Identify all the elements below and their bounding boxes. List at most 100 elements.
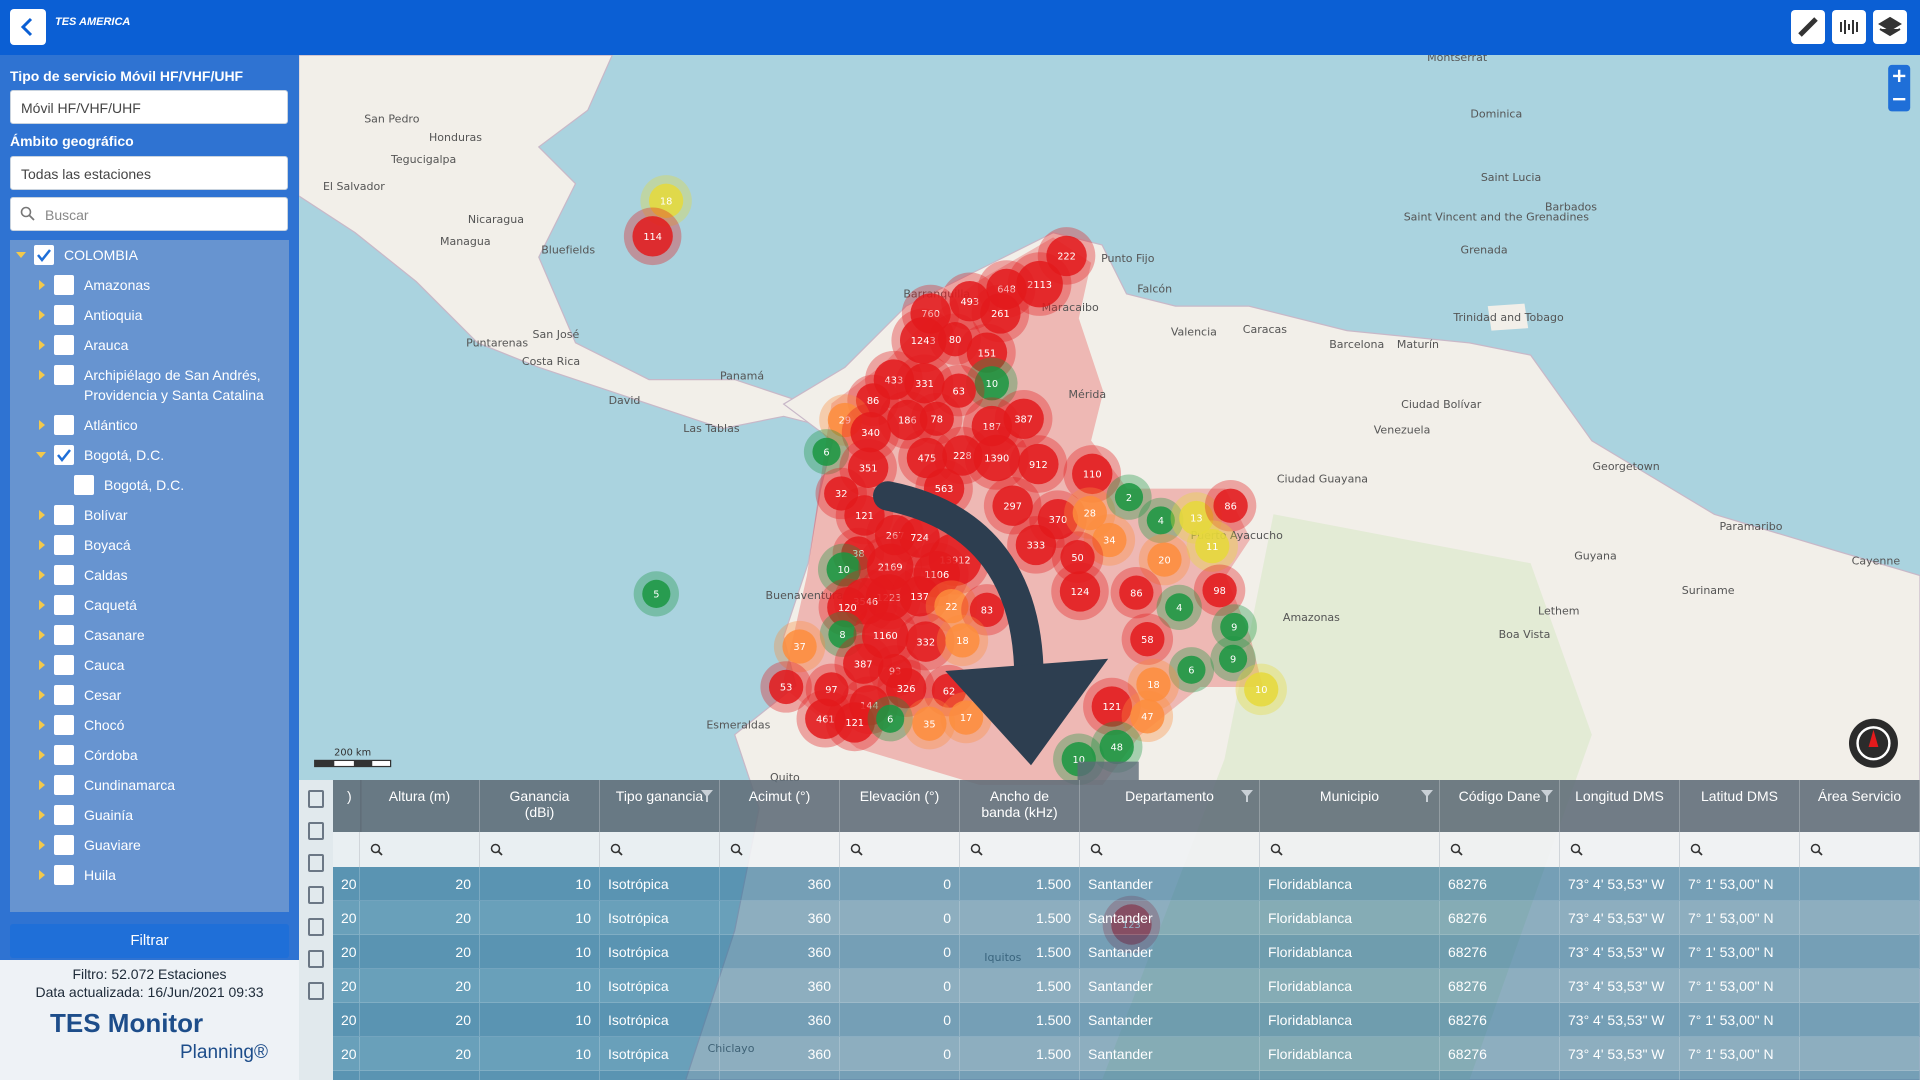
- tree-toggle[interactable]: [34, 685, 48, 705]
- table-cell[interactable]: 68276: [1440, 935, 1560, 969]
- toolbar-icon[interactable]: [308, 822, 324, 840]
- table-cell[interactable]: 20: [360, 1003, 480, 1037]
- column-header[interactable]: Ganancia (dBi): [480, 780, 600, 832]
- table-cell[interactable]: 20: [360, 1037, 480, 1071]
- table-cell[interactable]: Floridablanca: [1260, 1003, 1440, 1037]
- column-filter[interactable]: [1241, 790, 1253, 802]
- tree-toggle[interactable]: [14, 245, 28, 265]
- station-cluster[interactable]: 9: [1211, 604, 1257, 650]
- table-cell[interactable]: 0: [840, 1003, 960, 1037]
- tree-toggle[interactable]: [34, 335, 48, 355]
- table-cell[interactable]: Santander: [1080, 901, 1260, 935]
- column-header[interactable]: Elevación (°): [840, 780, 960, 832]
- station-cluster[interactable]: 48: [1091, 721, 1143, 773]
- table-cell[interactable]: 20: [333, 901, 360, 935]
- tree-checkbox[interactable]: [54, 835, 74, 855]
- table-cell[interactable]: 0: [840, 1037, 960, 1071]
- station-cluster[interactable]: 331: [895, 354, 954, 413]
- station-cluster[interactable]: 4: [1138, 497, 1184, 544]
- signal-button[interactable]: [1832, 10, 1866, 44]
- column-header[interactable]: Departamento: [1080, 780, 1260, 832]
- table-cell[interactable]: 10: [480, 1071, 600, 1080]
- table-cell[interactable]: 20: [333, 1003, 360, 1037]
- station-cluster[interactable]: 6: [803, 429, 850, 475]
- tree-toggle[interactable]: [34, 275, 48, 295]
- tree-checkbox[interactable]: [54, 445, 74, 465]
- table-cell[interactable]: 1.500: [960, 867, 1080, 901]
- station-cluster[interactable]: 326: [877, 659, 935, 717]
- table-cell[interactable]: 10: [480, 935, 600, 969]
- tree-item[interactable]: Guainía: [10, 800, 289, 830]
- table-cell[interactable]: Isotrópica: [600, 901, 720, 935]
- column-header[interactable]: Tipo ganancia: [600, 780, 720, 832]
- column-header[interactable]: Acimut (°): [720, 780, 840, 832]
- station-cluster[interactable]: 186: [878, 391, 937, 449]
- table-cell[interactable]: Santander: [1080, 1003, 1260, 1037]
- table-cell[interactable]: 68276: [1440, 901, 1560, 935]
- station-cluster[interactable]: 22: [925, 580, 978, 632]
- table-cell[interactable]: Isotrópica: [600, 969, 720, 1003]
- station-cluster[interactable]: 124: [1051, 562, 1109, 621]
- tree-toggle[interactable]: [34, 535, 48, 555]
- tree-item[interactable]: Amazonas: [10, 270, 289, 300]
- column-search[interactable]: [480, 832, 600, 867]
- table-cell[interactable]: Santander: [1080, 1037, 1260, 1071]
- table-cell[interactable]: Isotrópica: [600, 867, 720, 901]
- table-cell[interactable]: 0: [840, 867, 960, 901]
- table-cell[interactable]: 0: [840, 935, 960, 969]
- tree-toggle[interactable]: [34, 655, 48, 675]
- table-cell[interactable]: Floridablanca: [1260, 1071, 1440, 1080]
- toolbar-icon[interactable]: [308, 886, 324, 904]
- column-search[interactable]: [1680, 832, 1800, 867]
- column-search[interactable]: [840, 832, 960, 867]
- station-cluster[interactable]: 53: [760, 661, 812, 713]
- table-cell[interactable]: [1800, 1003, 1920, 1037]
- table-cell[interactable]: Isotrópica: [600, 1003, 720, 1037]
- table-cell[interactable]: 20: [360, 935, 480, 969]
- station-cluster[interactable]: 35: [903, 697, 956, 750]
- column-search[interactable]: [360, 832, 480, 867]
- column-header[interactable]: Área Servicio: [1800, 780, 1920, 832]
- station-cluster[interactable]: 120: [818, 578, 877, 637]
- table-cell[interactable]: 68276: [1440, 1071, 1560, 1080]
- station-cluster[interactable]: 151: [958, 323, 1016, 382]
- tree-item[interactable]: Antioquia: [10, 300, 289, 330]
- tree-checkbox[interactable]: [54, 535, 74, 555]
- tree-toggle[interactable]: [34, 775, 48, 795]
- station-cluster[interactable]: 340: [841, 403, 900, 462]
- table-cell[interactable]: Isotrópica: [600, 935, 720, 969]
- station-cluster[interactable]: 121: [825, 693, 884, 752]
- column-header[interactable]: Altura (m): [360, 780, 480, 832]
- tree-toggle[interactable]: [34, 365, 48, 385]
- table-cell[interactable]: 7° 1' 53,00" N: [1680, 867, 1800, 901]
- table-cell[interactable]: Floridablanca: [1260, 867, 1440, 901]
- tree-toggle[interactable]: [54, 475, 68, 495]
- table-cell[interactable]: 73° 4' 53,53" W: [1560, 1037, 1680, 1071]
- table-cell[interactable]: 20: [360, 867, 480, 901]
- station-cluster[interactable]: 332: [896, 612, 955, 671]
- station-cluster[interactable]: 18: [640, 175, 692, 227]
- tree-toggle[interactable]: [34, 445, 48, 465]
- table-cell[interactable]: 68276: [1440, 1037, 1560, 1071]
- station-cluster[interactable]: 8: [819, 611, 866, 657]
- station-cluster[interactable]: 20: [1138, 533, 1191, 586]
- table-cell[interactable]: 7° 1' 53,00" N: [1680, 1003, 1800, 1037]
- tree-toggle[interactable]: [34, 745, 48, 765]
- tree-item[interactable]: Atlántico: [10, 410, 289, 440]
- station-cluster[interactable]: 387: [994, 390, 1053, 448]
- table-cell[interactable]: Floridablanca: [1260, 935, 1440, 969]
- toolbar-icon[interactable]: [308, 918, 324, 936]
- table-cell[interactable]: 10: [480, 1037, 600, 1071]
- table-cell[interactable]: 1.500: [960, 901, 1080, 935]
- table-cell[interactable]: 1.500: [960, 969, 1080, 1003]
- tree-toggle[interactable]: [34, 865, 48, 885]
- station-cluster[interactable]: 37: [773, 620, 826, 673]
- table-cell[interactable]: Santander: [1080, 935, 1260, 969]
- table-cell[interactable]: 10: [480, 867, 600, 901]
- toolbar-icon[interactable]: [308, 854, 324, 872]
- scope-select[interactable]: Todas las estaciones: [10, 156, 288, 190]
- table-cell[interactable]: Floridablanca: [1260, 969, 1440, 1003]
- table-cell[interactable]: Floridablanca: [1260, 1037, 1440, 1071]
- back-button[interactable]: [10, 9, 46, 45]
- tree-checkbox[interactable]: [54, 415, 74, 435]
